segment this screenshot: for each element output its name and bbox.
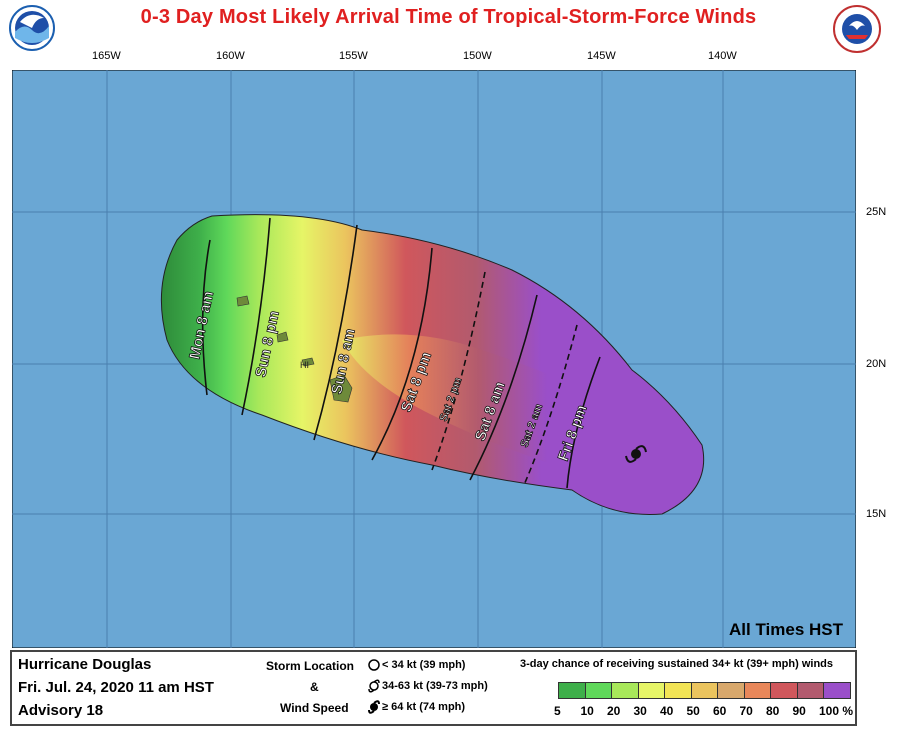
probability-label: 30 bbox=[633, 704, 647, 718]
probability-swatch bbox=[717, 682, 745, 699]
storm-name: Hurricane Douglas bbox=[18, 656, 152, 673]
probability-label: 70 bbox=[739, 704, 753, 718]
storm-legend-item: ≥ 64 kt (74 mph) bbox=[382, 701, 466, 713]
times-note: All Times HST bbox=[729, 620, 843, 639]
probability-label: 50 bbox=[686, 704, 700, 718]
probability-label: 40 bbox=[660, 704, 674, 718]
storm-legend-title: Storm Location bbox=[266, 659, 355, 673]
hawaii-island-shape bbox=[329, 374, 353, 403]
probability-label: 100 % bbox=[819, 704, 854, 718]
lat-tick: 20N bbox=[866, 358, 887, 370]
storm-date: Fri. Jul. 24, 2020 11 am HST bbox=[18, 679, 214, 696]
lat-tick: 25N bbox=[866, 206, 887, 218]
probability-swatch bbox=[743, 682, 771, 699]
storm-legend-title: & bbox=[310, 680, 319, 694]
arrival-isochrone bbox=[469, 294, 538, 481]
noaa-logo-icon bbox=[9, 5, 55, 51]
arrival-isochrone bbox=[566, 356, 601, 489]
probability-swatch bbox=[796, 682, 824, 699]
probability-swatch bbox=[637, 682, 665, 699]
hurricane-icon bbox=[625, 445, 647, 463]
high-probability-core bbox=[342, 334, 684, 488]
probability-label: 20 bbox=[607, 704, 621, 718]
probability-swatch bbox=[611, 682, 639, 699]
probability-swatch bbox=[823, 682, 851, 699]
arrival-isochrone bbox=[313, 224, 358, 441]
storm-legend-item: 34-63 kt (39-73 mph) bbox=[382, 680, 488, 692]
open-circle-icon bbox=[368, 659, 380, 671]
tropical-storm-icon bbox=[368, 679, 380, 693]
arrival-isochrone bbox=[523, 324, 578, 486]
arrival-isochrone bbox=[371, 247, 433, 461]
hawaii-island-shape bbox=[236, 295, 250, 307]
arrival-isochrone bbox=[201, 239, 211, 396]
probability-label: 90 bbox=[792, 704, 806, 718]
lon-tick: 155W bbox=[339, 50, 368, 62]
probability-swatch bbox=[584, 682, 612, 699]
arrival-isochrone bbox=[241, 217, 271, 416]
lon-tick: 145W bbox=[587, 50, 616, 62]
lon-tick: 160W bbox=[216, 50, 245, 62]
lon-tick: 140W bbox=[708, 50, 737, 62]
probability-label: 10 bbox=[580, 704, 594, 718]
island-label: HI bbox=[300, 360, 309, 370]
probability-label: 80 bbox=[766, 704, 780, 718]
storm-advisory: Advisory 18 bbox=[18, 702, 104, 719]
probability-swatch bbox=[664, 682, 692, 699]
hawaii-island-shape bbox=[276, 331, 289, 343]
hurricane-legend-icon bbox=[368, 700, 380, 714]
arrival-isochrone bbox=[431, 271, 486, 471]
lon-tick: 150W bbox=[463, 50, 492, 62]
probability-legend-title: 3-day chance of receiving sustained 34+ … bbox=[520, 658, 833, 670]
lat-tick: 15N bbox=[866, 508, 887, 520]
page-title: 0-3 Day Most Likely Arrival Time of Trop… bbox=[140, 6, 757, 28]
probability-swatch bbox=[690, 682, 718, 699]
hawaii-island-shape bbox=[301, 357, 315, 367]
probability-swatch bbox=[558, 682, 586, 699]
legend-footer: Hurricane Douglas Fri. Jul. 24, 2020 11 … bbox=[10, 650, 857, 726]
probability-swatch bbox=[770, 682, 798, 699]
lon-tick: 165W bbox=[92, 50, 121, 62]
storm-legend-item: < 34 kt (39 mph) bbox=[382, 659, 466, 671]
nws-logo-icon bbox=[833, 5, 881, 53]
probability-label: 60 bbox=[713, 704, 727, 718]
storm-legend-title: Wind Speed bbox=[280, 701, 349, 715]
probability-label: 5 bbox=[554, 704, 561, 718]
arrival-time-map: Mon 8 am Sun 8 pm Sun 8 am Sat 8 pm Sat … bbox=[12, 70, 856, 648]
